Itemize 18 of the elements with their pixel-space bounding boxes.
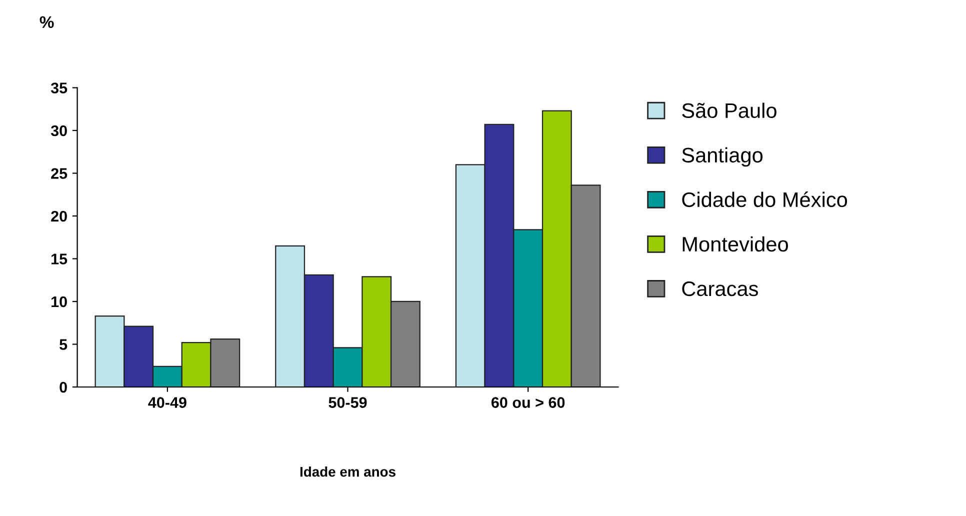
y-tick-label: 25 bbox=[51, 168, 68, 179]
y-tick-label: 10 bbox=[52, 296, 67, 308]
y-tick-label: 30 bbox=[50, 125, 67, 136]
y-axis-title: % bbox=[40, 16, 54, 28]
x-axis-title: Idade em anos bbox=[300, 466, 396, 477]
y-tick-label: 35 bbox=[50, 82, 68, 94]
x-tick-label: 60 ou > 60 bbox=[491, 397, 565, 408]
y-tick-label: 20 bbox=[51, 210, 67, 222]
y-tick-label: 0 bbox=[60, 382, 67, 393]
legend-label: Caracas bbox=[682, 281, 758, 296]
legend-label: Montevideo bbox=[682, 236, 788, 252]
legend-label: Cidade do México bbox=[682, 192, 848, 208]
x-tick-label: 40-49 bbox=[148, 397, 186, 408]
legend-label: Santiago bbox=[682, 147, 763, 167]
y-tick-label: 5 bbox=[60, 339, 68, 350]
legend-label: São Paulo bbox=[682, 102, 776, 118]
x-tick-label: 50-59 bbox=[328, 397, 367, 408]
y-tick-label: 15 bbox=[52, 254, 68, 264]
